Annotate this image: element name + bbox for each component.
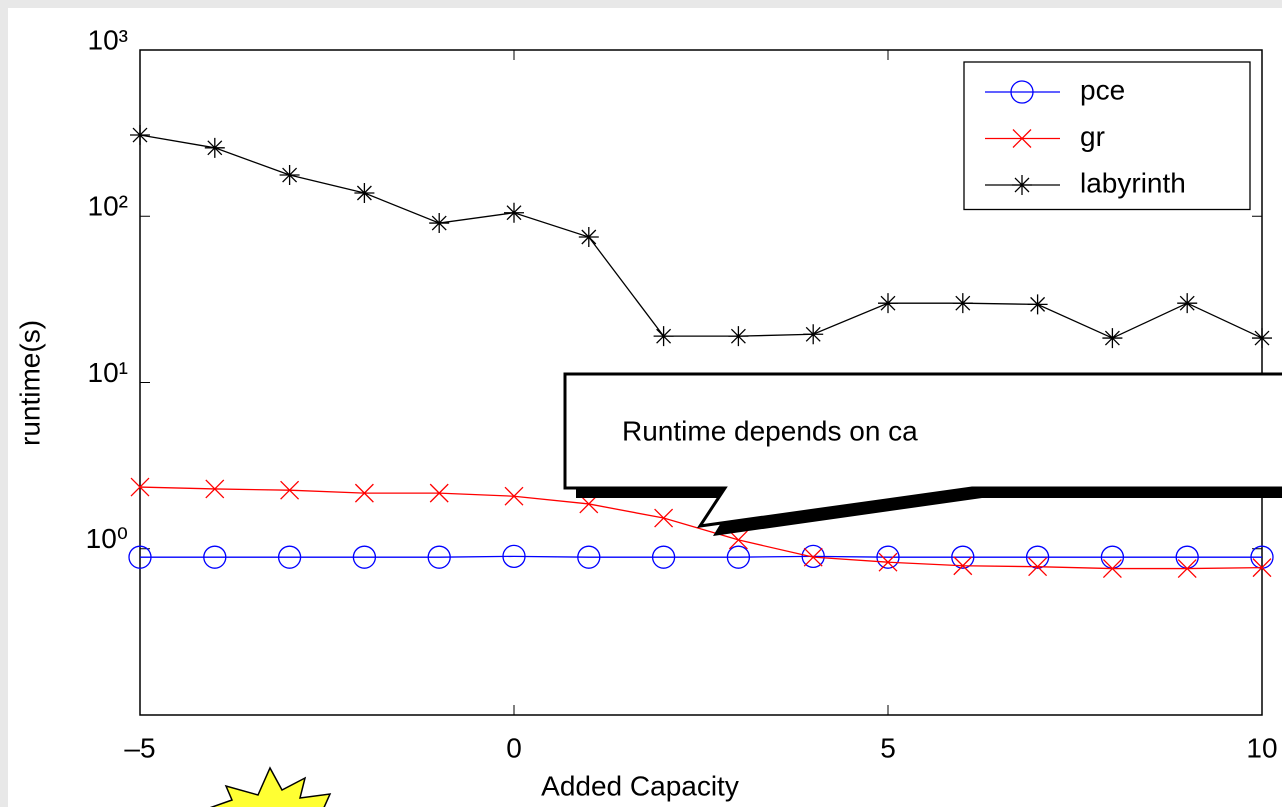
data-point [354,483,374,503]
y-tick-label: 10² [88,191,128,222]
series-line [139,486,1263,570]
x-tick-label: 5 [880,732,896,763]
data-point [728,326,749,347]
data-point [429,483,449,503]
data-point [951,545,975,569]
data-point [726,545,751,569]
data-point [803,324,824,345]
series-line [140,555,1262,558]
legend-marker [1010,80,1034,104]
x-tick-label: –5 [124,732,155,763]
annotation: Runtime depends on ca [622,415,918,446]
y-tick-label: 10¹ [88,357,128,388]
data-point [504,202,524,223]
data-point [1102,559,1122,579]
data-point [1177,293,1198,314]
data-point [277,545,302,569]
data-point [878,552,898,572]
data-point [502,544,526,569]
data-point [205,479,225,499]
starburst [209,766,332,807]
data-point [577,545,601,569]
legend-label: labyrinth [1080,167,1186,198]
legend-label: gr [1080,121,1105,152]
data-point [1027,294,1048,315]
data-point [953,556,973,576]
data-point [429,213,450,234]
legend-marker [1012,129,1032,148]
data-point [204,137,225,158]
data-point [952,293,973,314]
data-point [876,545,900,569]
x-axis-label: Added Capacity [541,770,739,801]
data-point [1102,328,1123,349]
data-point [801,544,825,569]
legend-marker [1012,175,1032,195]
x-tick-label: 10 [1246,732,1277,763]
data-point [578,227,599,248]
x-tick-label: 0 [506,732,522,763]
y-axis-label: runtime(s) [14,320,45,446]
bubble [563,372,1282,528]
data-point [651,545,676,569]
y-tick-label: 10³ [88,24,128,55]
data-point [128,545,152,569]
data-point [130,477,150,497]
data-point [352,545,377,569]
data-point [653,326,674,347]
data-point [280,480,300,500]
data-point [427,545,451,569]
data-point [1028,557,1048,577]
data-point [203,545,227,569]
data-point [130,125,150,146]
data-point [1252,328,1272,349]
y-tick-label: 10⁰ [86,523,128,554]
data-point [728,530,748,550]
series-line [139,134,1263,339]
legend-label: pce [1080,74,1125,105]
data-point [878,293,898,314]
data-point [1025,545,1050,569]
data-point [279,165,300,186]
data-point [1177,559,1197,579]
data-point [1252,558,1272,578]
data-point [354,182,375,203]
data-point [803,547,823,567]
data-point [654,508,674,528]
data-point [504,486,524,506]
